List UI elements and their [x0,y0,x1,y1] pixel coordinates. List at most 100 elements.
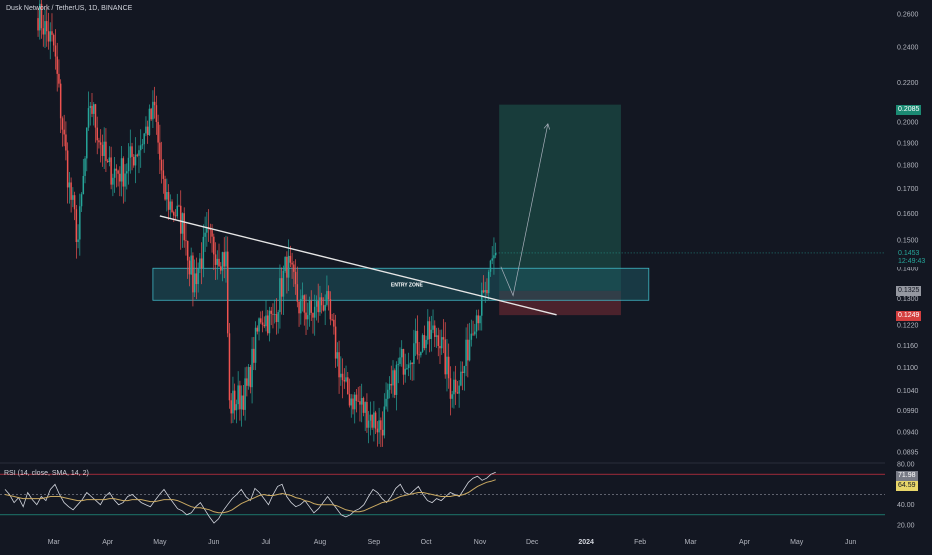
candle-body [420,351,422,356]
candle [486,278,488,296]
candle-body [211,230,213,237]
candle-body [353,394,356,410]
candle-body [152,101,154,120]
candle-body [143,133,145,145]
candle [68,172,71,204]
candle [383,393,386,439]
candle [117,169,119,187]
candle [453,371,455,409]
candle-body [186,240,189,261]
candle [334,314,337,368]
candle-body [423,335,426,349]
candle-body [52,34,55,46]
candle [397,357,399,384]
candle [59,79,62,134]
candle-body [287,255,290,278]
candle-body [251,348,253,388]
candle-body [326,291,328,305]
candle [174,209,177,220]
candle-body [70,182,72,200]
x-tick-label: Jul [262,539,271,546]
candle-body [193,273,196,293]
y-tick-label: 0.1300 [897,296,919,303]
candle-body [131,146,133,157]
candle-body [103,141,105,156]
candle-body [296,284,299,302]
candle [190,247,192,275]
candle [439,329,441,365]
candle [352,394,354,415]
candle [152,90,154,128]
candle-body [437,335,440,346]
candle [416,315,419,360]
candle [340,356,342,386]
candle [226,236,229,338]
candle [268,306,271,342]
candle-body [322,305,325,311]
candle [96,116,98,155]
candle-body [338,352,340,378]
candle-body [226,251,229,334]
x-tick-label: May [790,539,804,546]
candle [160,141,163,184]
candle-body [91,105,93,114]
candle [214,242,217,280]
candle-body [105,141,107,161]
candle-body [237,385,239,405]
candle [266,309,269,336]
candle-body [155,105,158,122]
candle [240,385,243,427]
candle [345,365,347,383]
candle-body [373,412,375,428]
candle-body [280,278,283,297]
candle-body [387,389,389,399]
candle-body [87,108,90,128]
candle-body [54,45,57,57]
candle [313,294,316,336]
candle [106,159,109,163]
candle [51,13,53,42]
candle-body [47,31,50,42]
candle-body [449,378,452,399]
candle [185,223,187,256]
candle [82,158,85,195]
candle-body [77,239,79,243]
candle-body [291,262,293,265]
candle-body [272,313,274,315]
candle [242,385,245,416]
candle-body [254,327,257,363]
candle-body [148,108,151,135]
candle [371,414,373,430]
candle [420,351,422,358]
candle [482,275,485,294]
candle-body [58,73,60,84]
candle-body [467,339,469,361]
candle-body [99,142,102,145]
y-tick-label: 0.1160 [897,343,918,350]
candle-body [270,310,272,314]
candle [494,242,497,259]
candle-body [221,252,224,271]
candle [322,297,325,312]
candle [94,103,97,143]
candle-body [61,118,64,130]
candle [197,262,199,293]
candle-body [141,144,144,146]
candle [70,177,72,213]
candle [155,95,158,135]
candle-body [223,252,225,267]
candle-body [456,392,459,394]
candle-body [348,394,351,406]
candle [188,256,191,287]
candle [89,101,92,126]
candle [472,320,474,337]
candle-body [421,335,424,352]
candle-body [454,379,457,393]
candle [373,401,375,442]
candle [461,361,464,391]
candle [199,252,201,274]
candle-body [371,414,373,428]
projection-path [500,123,549,297]
